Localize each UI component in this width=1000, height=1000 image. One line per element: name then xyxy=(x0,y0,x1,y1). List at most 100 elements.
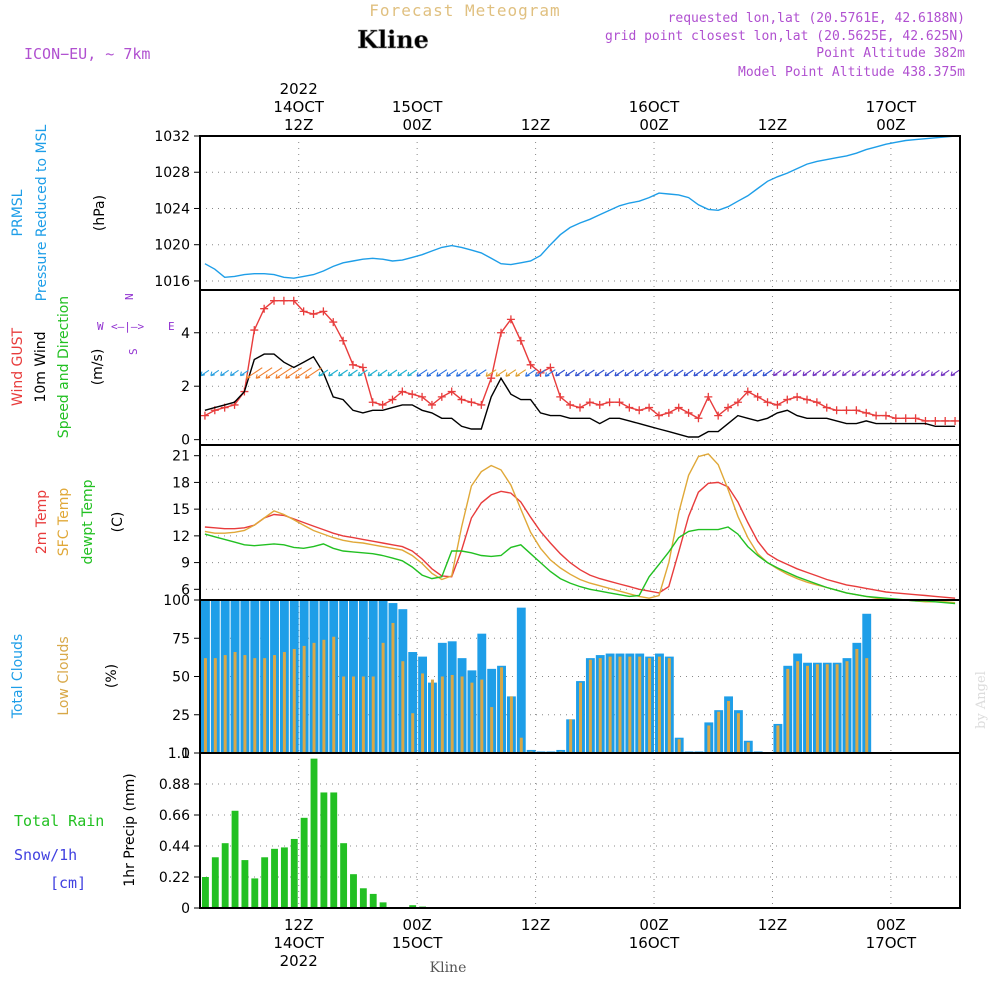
footer-location: Kline xyxy=(430,960,467,976)
low-clouds-bar xyxy=(776,725,780,753)
label-10m-wind: 10m Wind xyxy=(33,331,49,402)
gust-marker xyxy=(358,363,367,372)
low-clouds-bar xyxy=(845,661,849,753)
low-clouds-bar xyxy=(391,622,395,753)
gust-marker xyxy=(724,403,733,412)
rain-bar xyxy=(231,810,239,908)
label-sfc-temp: SFC Temp xyxy=(56,488,72,557)
gust-marker xyxy=(585,398,594,407)
low-clouds-bar xyxy=(608,656,612,753)
y-tick-label: 12 xyxy=(172,529,190,545)
y-tick-label: 1032 xyxy=(154,129,190,145)
wind-direction-arrow xyxy=(210,369,220,377)
wind-direction-arrow xyxy=(265,367,283,379)
low-clouds-bar xyxy=(312,642,316,753)
wind-direction-arrow xyxy=(881,369,891,377)
low-clouds-bar xyxy=(500,667,504,753)
gust-marker xyxy=(862,408,871,417)
wind-direction-arrow xyxy=(723,369,733,377)
y-tick-label: 1020 xyxy=(154,238,190,254)
low-clouds-bar xyxy=(460,676,464,753)
y-tick-label: 25 xyxy=(172,708,190,724)
gust-marker xyxy=(378,400,387,409)
gust-marker xyxy=(645,403,654,412)
wind-direction-arrow xyxy=(891,369,901,377)
wind-direction-arrow xyxy=(357,369,368,377)
gust-marker xyxy=(250,326,259,335)
gust-marker xyxy=(566,400,575,409)
wind-direction-arrow xyxy=(318,369,329,377)
wind-direction-arrow xyxy=(634,369,645,377)
label-wind-gust: Wind GUST xyxy=(10,327,26,406)
wind-direction-arrow xyxy=(703,369,714,377)
rain-bar xyxy=(350,874,357,908)
gust-marker xyxy=(842,406,851,415)
chart-title: Forecast Meteogram xyxy=(369,1,560,20)
time-label-top: 15OCT xyxy=(392,98,443,116)
wind-direction-arrow xyxy=(871,369,881,377)
low-clouds-bar xyxy=(292,648,296,753)
gust-marker xyxy=(605,398,614,407)
time-label-top: 00Z xyxy=(876,116,905,134)
gust-marker xyxy=(200,411,209,420)
y-tick-label: 75 xyxy=(172,631,190,647)
gust-marker xyxy=(773,400,782,409)
wind-direction-arrow xyxy=(673,369,684,377)
panel-temperature: 6 9 12 15 18 21 xyxy=(172,444,961,605)
wind-direction-arrow xyxy=(742,369,753,377)
rain-bar xyxy=(280,847,288,908)
time-label-bottom: 00Z xyxy=(876,916,905,934)
wind-direction-arrow xyxy=(275,367,293,379)
wind-direction-arrow xyxy=(200,369,210,377)
low-clouds-bar xyxy=(490,707,494,753)
panels: 1016 1020 1024 1028 1032 0 2 4 W <—|—> E N S 6 9 12 15 18… xyxy=(10,124,961,917)
time-label-bottom: 2022 xyxy=(280,952,318,970)
panel-pressure: 1016 1020 1024 1028 1032 xyxy=(154,129,961,291)
gust-marker xyxy=(654,411,663,420)
y-tick-label: 1028 xyxy=(154,165,190,181)
wind-direction-arrow xyxy=(338,369,348,377)
compass-arrow: <—|—> xyxy=(111,320,144,333)
time-label-bottom: 12Z xyxy=(284,916,313,934)
gust-marker xyxy=(911,414,920,423)
wind-direction-arrow xyxy=(911,369,920,377)
low-clouds-bar xyxy=(786,668,790,753)
wind-direction-arrow xyxy=(565,369,575,377)
time-label-bottom: 15OCT xyxy=(392,934,443,952)
gust-marker xyxy=(852,406,861,415)
wind-direction-arrow xyxy=(534,369,546,377)
wind-direction-arrow xyxy=(782,369,792,377)
gust-marker xyxy=(743,387,752,396)
y-tick-label: 2 xyxy=(181,379,190,395)
wind-direction-arrow xyxy=(861,369,871,377)
gust-marker xyxy=(931,416,940,425)
y-tick-label: 9 xyxy=(181,556,190,572)
wind-direction-arrow xyxy=(663,369,674,377)
time-label-top: 12Z xyxy=(521,116,550,134)
label-precip: 1hr Precip (mm) xyxy=(122,773,138,886)
gust-marker xyxy=(348,360,357,369)
panel-clouds: 0 25 50 75 100 xyxy=(163,593,961,762)
low-clouds-bar xyxy=(213,658,217,753)
wind-direction-arrow xyxy=(525,369,536,377)
label-2m-temp: 2m Temp xyxy=(34,490,50,554)
y-tick-label: 21 xyxy=(172,449,190,465)
label-cm: [cm] xyxy=(50,874,86,892)
series-wind-gust xyxy=(204,300,956,422)
gust-marker xyxy=(595,400,604,409)
wind-direction-arrow xyxy=(584,369,595,377)
wind-direction-arrow xyxy=(930,369,940,377)
wind-direction-arrow xyxy=(802,369,812,377)
wind-direction-arrow xyxy=(812,369,822,377)
low-clouds-bar xyxy=(825,664,829,753)
gust-marker xyxy=(763,398,772,407)
low-clouds-bar xyxy=(628,656,632,753)
y-tick-label: 1016 xyxy=(154,274,190,290)
wind-direction-arrow xyxy=(752,369,763,377)
low-clouds-bar xyxy=(381,642,385,753)
time-label-top: 00Z xyxy=(639,116,668,134)
wind-direction-arrow xyxy=(328,369,339,377)
wind-direction-arrow xyxy=(485,369,497,377)
gust-marker xyxy=(526,360,535,369)
label-hpa: (hPa) xyxy=(92,195,108,231)
